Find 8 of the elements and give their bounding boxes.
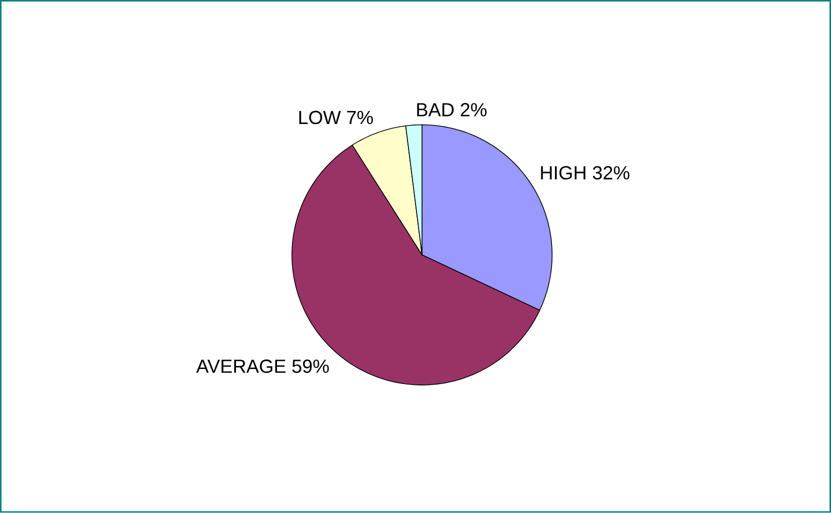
slice-label: BAD	[417, 103, 454, 116]
data-label: 32%	[592, 166, 630, 180]
data-label: 2%	[460, 103, 487, 116]
data-label: 7%	[347, 110, 373, 124]
slice-label: HIGH	[541, 166, 586, 180]
slice-label: AVERAGE	[196, 360, 286, 374]
slice-label: LOW	[299, 110, 341, 124]
data-label: 59%	[292, 360, 329, 374]
